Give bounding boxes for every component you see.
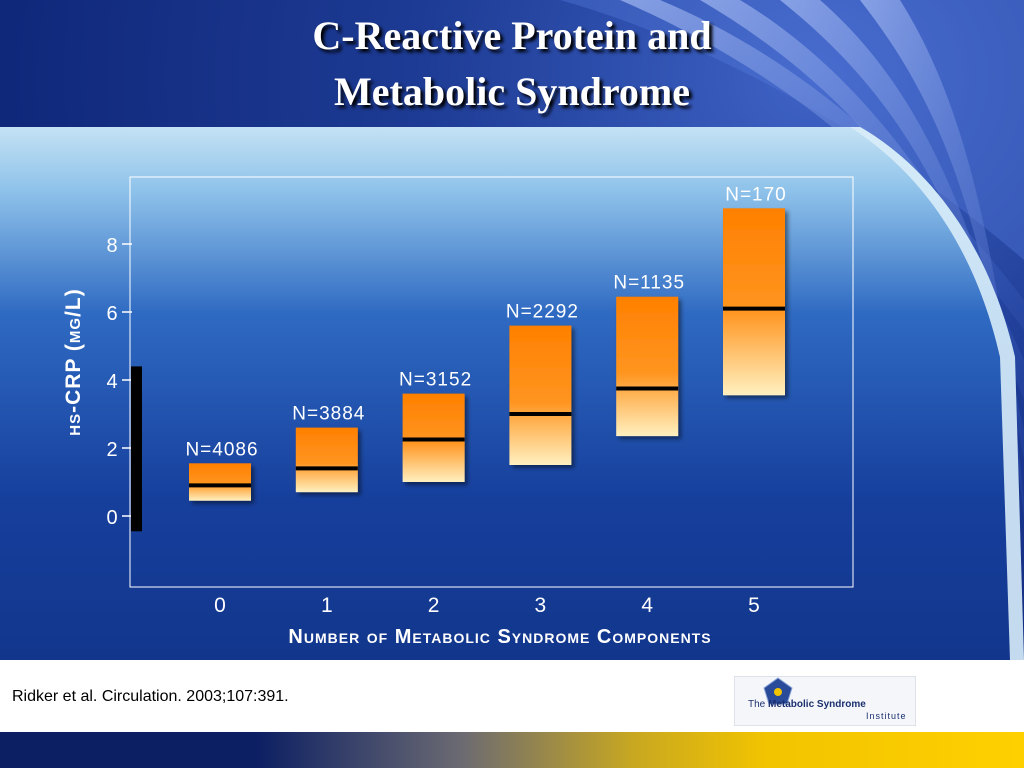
y-tick-label: 0 [106,507,117,529]
citation: Ridker et al. Circulation. 2003;107:391. [12,688,289,705]
x-tick-label: 4 [641,594,653,617]
y-tick-label: 8 [106,235,117,257]
reference-range-bar [131,366,142,532]
box-5: N=170 [723,184,787,396]
x-tick-label: 1 [321,594,333,617]
y-axis-label: hs-CRP (mg/L) [62,288,85,435]
y-tick-label: 2 [106,439,117,461]
x-tick-label: 2 [428,594,440,617]
logo-institute: Institute [866,711,907,721]
box-3: N=2292 [506,302,579,465]
box-2: N=3152 [399,370,472,482]
n-label: N=3884 [292,404,365,425]
x-tick-label: 0 [214,594,226,617]
box-1: N=3884 [292,404,365,493]
data-boxes: N=4086 N=3884 N=3152 N=2292 N=1135 N=170 [185,184,787,501]
y-tick-label: 6 [106,303,117,325]
institute-logo [734,676,916,726]
x-axis-label: Number of Metabolic Syndrome Components [288,626,711,648]
iqr-box [616,296,679,437]
slide-title: C-Reactive Protein and Metabolic Syndrom… [0,8,1024,120]
bottom-color-bar [0,732,1024,768]
iqr-box [189,463,251,501]
iqr-box [295,427,358,493]
n-label: N=2292 [506,302,579,323]
y-axis: 0 2 4 6 8 [106,235,142,532]
n-label: N=170 [725,184,787,205]
title-line-2: Metabolic Syndrome [334,69,690,114]
n-label: N=3152 [399,370,472,391]
n-label: N=4086 [185,439,258,460]
box-4: N=1135 [613,273,685,437]
iqr-box [723,208,785,396]
plot-frame [129,176,854,588]
x-tick-label: 3 [535,594,547,617]
logo-name: The Metabolic Syndrome [748,699,866,710]
iqr-box [509,325,572,465]
x-axis: 0 1 2 3 4 5 [214,594,760,617]
x-tick-label: 5 [748,594,760,617]
n-label: N=1135 [613,273,685,294]
box-0: N=4086 [185,439,258,501]
title-line-1: C-Reactive Protein and [312,13,712,58]
y-tick-label: 4 [106,371,117,393]
